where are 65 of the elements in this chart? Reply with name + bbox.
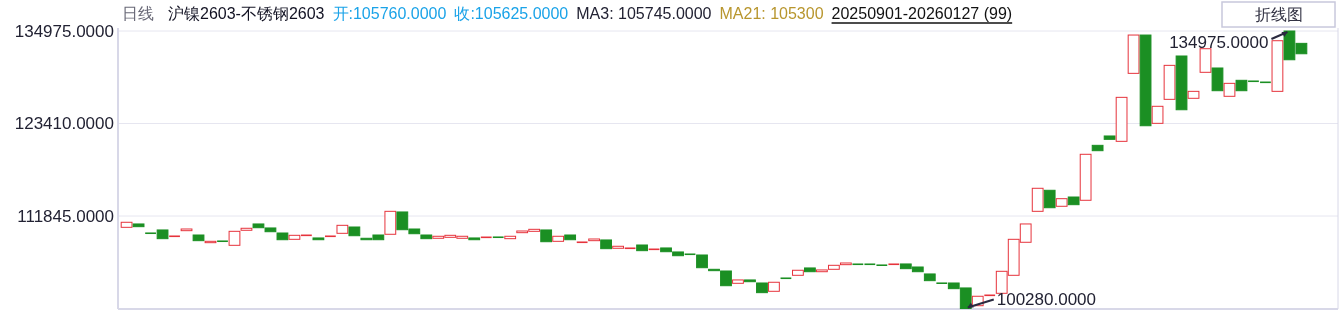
candlestick	[1043, 189, 1056, 209]
candlestick	[636, 244, 648, 252]
candlestick	[756, 282, 768, 294]
chart-subtitle: 20250901-20260127 (99)	[831, 5, 1013, 22]
candlestick	[588, 238, 601, 242]
candlestick	[120, 221, 133, 228]
candlestick	[1211, 67, 1224, 92]
candlestick	[1199, 48, 1212, 73]
chart-title: 沪镍2603-不锈钢2603	[168, 5, 325, 22]
annotation: 134975.0000	[1169, 33, 1269, 52]
candlestick	[468, 237, 481, 241]
candlestick	[1115, 96, 1128, 142]
candlestick	[768, 281, 780, 292]
candlestick	[216, 240, 229, 243]
candlestick	[1271, 40, 1284, 92]
text: 日线	[122, 5, 154, 22]
candlestick	[1091, 144, 1104, 152]
candlestick	[1223, 82, 1236, 97]
text: 收:105625.0000	[454, 5, 569, 22]
candlestick	[384, 210, 397, 235]
candlestick	[492, 236, 505, 239]
candlestick	[1151, 105, 1164, 124]
candlestick	[312, 237, 325, 241]
text: MA3: 105745.0000	[576, 5, 712, 22]
candlestick	[168, 235, 181, 238]
candlestick	[1055, 198, 1068, 207]
candlestick	[1163, 64, 1176, 100]
candlestick	[1175, 55, 1188, 111]
candlestick	[575, 241, 589, 244]
candlestick	[839, 262, 852, 266]
candlestick	[600, 239, 612, 250]
annotation: 100280.0000	[996, 289, 1097, 309]
candlestick	[276, 232, 289, 241]
candlestick	[336, 224, 349, 234]
candlestick	[923, 273, 936, 282]
candlestick	[192, 234, 205, 242]
candlestick	[1103, 135, 1116, 140]
text: 开:105760.0000	[332, 5, 447, 22]
candlestick	[540, 229, 553, 243]
candlestick	[420, 234, 433, 240]
candlestick	[732, 279, 744, 284]
candlestick	[564, 234, 577, 241]
candlestick	[348, 226, 361, 237]
candlestick	[504, 235, 517, 240]
candlestick	[744, 279, 756, 283]
candlestick	[552, 235, 565, 242]
text: MA21: 105300	[719, 5, 824, 22]
candlestick	[1187, 90, 1200, 99]
candlestick	[804, 267, 816, 273]
y-tick-label: 134975.0000	[14, 21, 114, 41]
candlestick	[792, 269, 804, 276]
candlestick	[1127, 34, 1140, 74]
candlestick	[180, 228, 193, 232]
y-tick-label: 123410.0000	[14, 114, 114, 134]
candlestick	[887, 263, 901, 266]
candlestick	[779, 277, 793, 280]
candlestick	[204, 240, 217, 244]
candlestick	[1139, 34, 1152, 127]
y-tick-label: 111845.0000	[17, 206, 114, 226]
candlestick	[324, 235, 337, 238]
candlestick	[132, 223, 145, 228]
candlestick	[1031, 187, 1044, 212]
candlestick	[1067, 196, 1080, 206]
candlestick	[1079, 153, 1092, 201]
text: 折线图	[1254, 6, 1303, 23]
